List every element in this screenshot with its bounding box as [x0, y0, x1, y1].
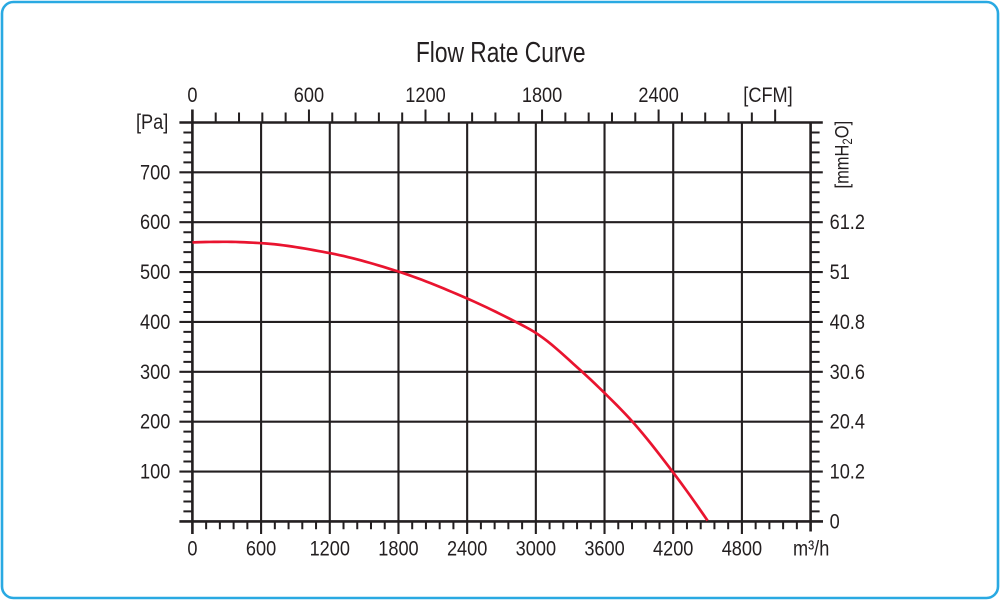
svg-text:2400: 2400	[638, 84, 678, 108]
svg-text:700: 700	[140, 161, 170, 185]
svg-text:600: 600	[246, 537, 276, 561]
svg-text:Flow Rate Curve: Flow Rate Curve	[416, 38, 586, 69]
svg-text:[CFM]: [CFM]	[743, 84, 792, 108]
svg-text:1800: 1800	[522, 84, 562, 108]
svg-text:4800: 4800	[722, 537, 762, 561]
svg-text:600: 600	[140, 211, 170, 235]
svg-text:20.4: 20.4	[830, 410, 865, 434]
svg-text:10.2: 10.2	[830, 460, 865, 484]
svg-text:51: 51	[830, 261, 850, 285]
svg-text:0: 0	[187, 537, 197, 561]
svg-text:4200: 4200	[653, 537, 693, 561]
svg-text:61.2: 61.2	[830, 211, 865, 235]
svg-text:100: 100	[140, 460, 170, 484]
svg-text:1200: 1200	[405, 84, 445, 108]
svg-text:1200: 1200	[310, 537, 350, 561]
svg-text:300: 300	[140, 360, 170, 384]
svg-text:600: 600	[294, 84, 324, 108]
svg-text:3000: 3000	[516, 537, 556, 561]
svg-text:m³/h: m³/h	[793, 537, 829, 561]
svg-text:2400: 2400	[447, 537, 487, 561]
svg-text:[mmH2O]: [mmH2O]	[831, 121, 855, 189]
svg-text:30.6: 30.6	[830, 360, 865, 384]
svg-text:[Pa]: [Pa]	[136, 111, 168, 135]
svg-text:200: 200	[140, 410, 170, 434]
svg-text:500: 500	[140, 261, 170, 285]
svg-text:400: 400	[140, 311, 170, 335]
svg-text:1800: 1800	[378, 537, 418, 561]
svg-text:0: 0	[187, 84, 197, 108]
svg-text:0: 0	[830, 510, 840, 534]
svg-text:3600: 3600	[584, 537, 624, 561]
svg-text:40.8: 40.8	[830, 311, 865, 335]
